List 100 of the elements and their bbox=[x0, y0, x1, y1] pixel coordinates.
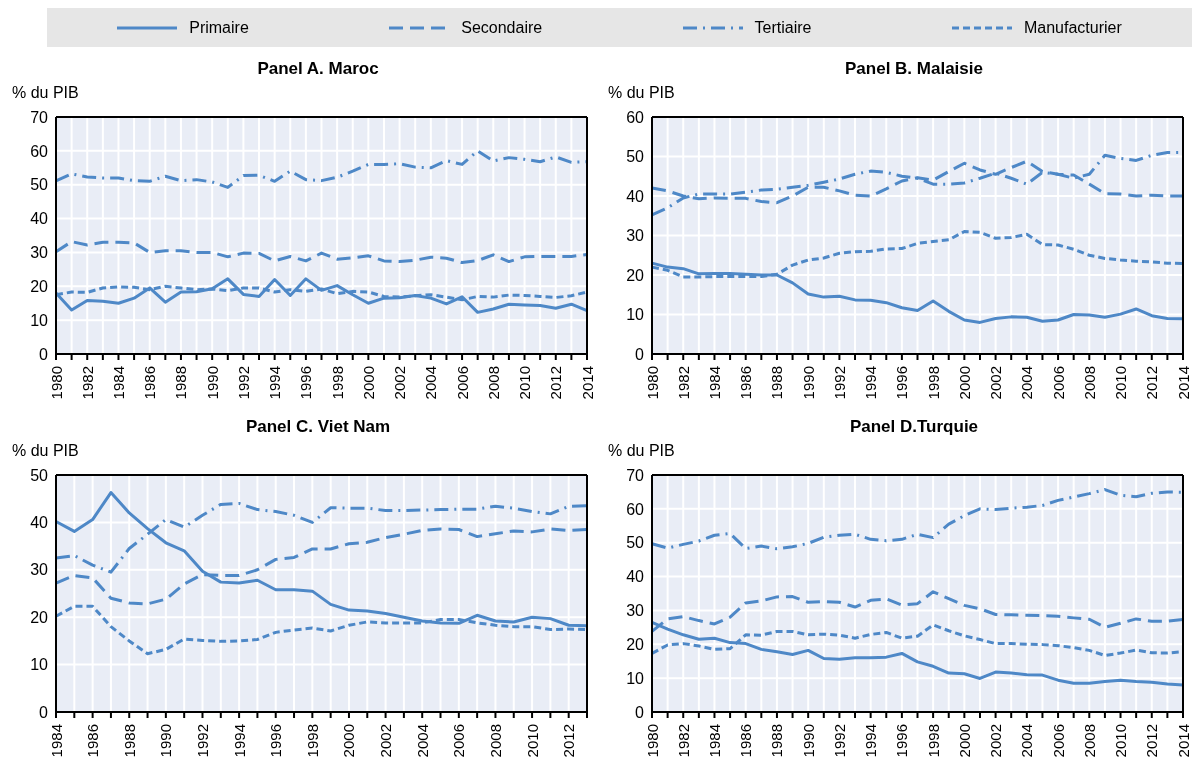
y-tick-label: 50 bbox=[30, 176, 49, 194]
x-tick-label: 1980 bbox=[47, 366, 65, 400]
y-tick-label: 20 bbox=[626, 635, 645, 653]
x-tick-label: 1984 bbox=[47, 724, 65, 758]
x-tick-label: 2010 bbox=[523, 724, 541, 758]
x-tick-label: 1998 bbox=[303, 724, 321, 758]
x-tick-label: 2006 bbox=[450, 724, 468, 758]
x-tick-label: 1992 bbox=[830, 724, 848, 758]
legend-label: Tertiaire bbox=[754, 18, 812, 37]
y-tick-label: 50 bbox=[626, 534, 645, 552]
x-tick-label: 1982 bbox=[674, 724, 692, 758]
x-tick-label: 2002 bbox=[987, 724, 1005, 758]
x-tick-label: 1988 bbox=[768, 366, 786, 400]
y-tick-label: 70 bbox=[626, 466, 645, 484]
y-tick-label: 10 bbox=[626, 669, 645, 687]
legend-label: Secondaire bbox=[461, 18, 543, 37]
y-tick-label: 30 bbox=[626, 227, 645, 245]
chart-title: Panel D.Turquie bbox=[848, 416, 980, 438]
x-tick-label: 2000 bbox=[359, 366, 377, 400]
y-tick-label: 30 bbox=[30, 244, 49, 262]
x-tick-label: 1992 bbox=[830, 366, 848, 400]
y-tick-label: 30 bbox=[30, 561, 49, 579]
y-tick-label: 20 bbox=[30, 277, 49, 295]
x-tick-label: 1986 bbox=[141, 366, 159, 400]
y-tick-label: 60 bbox=[626, 500, 645, 518]
x-tick-label: 2010 bbox=[516, 366, 534, 400]
x-tick-label: 1990 bbox=[203, 366, 221, 400]
y-tick-label: 40 bbox=[30, 514, 49, 532]
chart-title: Panel A. Maroc bbox=[256, 58, 380, 80]
x-tick-label: 1990 bbox=[799, 724, 817, 758]
x-tick-label: 1996 bbox=[297, 366, 315, 400]
x-tick-label: 1990 bbox=[157, 724, 175, 758]
y-axis-title: % du PIB bbox=[607, 442, 676, 461]
chart-title: Panel C. Viet Nam bbox=[244, 416, 392, 438]
x-tick-label: 1984 bbox=[705, 366, 723, 400]
x-tick-label: 1994 bbox=[862, 366, 880, 400]
x-tick-label: 2000 bbox=[955, 724, 973, 758]
x-tick-label: 1996 bbox=[893, 724, 911, 758]
y-tick-label: 60 bbox=[30, 142, 49, 160]
y-tick-label: 0 bbox=[39, 345, 49, 363]
y-tick-label: 50 bbox=[626, 148, 645, 166]
x-tick-label: 1996 bbox=[893, 366, 911, 400]
x-tick-label: 2008 bbox=[1080, 724, 1098, 758]
x-tick-label: 1998 bbox=[924, 724, 942, 758]
x-tick-label: 2002 bbox=[377, 724, 395, 758]
x-tick-label: 1992 bbox=[193, 724, 211, 758]
x-tick-label: 2004 bbox=[1018, 366, 1036, 400]
x-tick-label: 1986 bbox=[737, 724, 755, 758]
y-tick-label: 10 bbox=[30, 656, 49, 674]
x-tick-label: 2010 bbox=[1112, 366, 1130, 400]
x-tick-label: 2004 bbox=[1018, 724, 1036, 758]
x-tick-label: 1994 bbox=[230, 724, 248, 758]
x-tick-label: 2006 bbox=[1049, 724, 1067, 758]
x-tick-label: 1988 bbox=[768, 724, 786, 758]
y-axis-title: % du PIB bbox=[11, 442, 80, 461]
x-tick-label: 2012 bbox=[547, 366, 565, 400]
x-tick-label: 2000 bbox=[340, 724, 358, 758]
x-tick-label: 1990 bbox=[799, 366, 817, 400]
y-axis-title: % du PIB bbox=[607, 84, 676, 103]
x-tick-label: 1980 bbox=[643, 724, 661, 758]
y-tick-label: 0 bbox=[635, 345, 645, 363]
y-tick-label: 40 bbox=[626, 568, 645, 586]
x-tick-label: 1992 bbox=[234, 366, 252, 400]
y-tick-label: 60 bbox=[626, 108, 645, 126]
y-tick-label: 0 bbox=[39, 703, 49, 721]
x-tick-label: 2002 bbox=[391, 366, 409, 400]
x-tick-label: 1996 bbox=[267, 724, 285, 758]
x-tick-label: 2014 bbox=[1174, 724, 1192, 758]
y-tick-label: 30 bbox=[626, 602, 645, 620]
x-tick-label: 1984 bbox=[705, 724, 723, 758]
x-tick-label: 2000 bbox=[955, 366, 973, 400]
y-tick-label: 70 bbox=[30, 108, 49, 126]
y-axis-title: % du PIB bbox=[11, 84, 80, 103]
x-tick-label: 1998 bbox=[924, 366, 942, 400]
x-tick-label: 1980 bbox=[643, 366, 661, 400]
y-tick-label: 50 bbox=[30, 466, 49, 484]
x-tick-label: 2008 bbox=[484, 366, 502, 400]
x-tick-label: 2012 bbox=[560, 724, 578, 758]
x-tick-label: 1982 bbox=[674, 366, 692, 400]
legend-label: Primaire bbox=[189, 18, 249, 37]
x-tick-label: 2004 bbox=[422, 366, 440, 400]
y-tick-label: 0 bbox=[635, 703, 645, 721]
chart-title: Panel B. Malaisie bbox=[844, 58, 984, 80]
x-tick-label: 2008 bbox=[1080, 366, 1098, 400]
y-tick-label: 10 bbox=[30, 311, 49, 329]
x-tick-label: 2012 bbox=[1143, 724, 1161, 758]
x-tick-label: 2006 bbox=[1049, 366, 1067, 400]
x-tick-label: 1988 bbox=[120, 724, 138, 758]
y-tick-label: 20 bbox=[30, 608, 49, 626]
x-tick-label: 1994 bbox=[266, 366, 284, 400]
x-tick-label: 1998 bbox=[328, 366, 346, 400]
x-tick-label: 2012 bbox=[1143, 366, 1161, 400]
y-tick-label: 40 bbox=[30, 210, 49, 228]
x-tick-label: 2006 bbox=[453, 366, 471, 400]
x-tick-label: 1994 bbox=[862, 724, 880, 758]
y-tick-label: 20 bbox=[626, 266, 645, 284]
x-tick-label: 1982 bbox=[78, 366, 96, 400]
x-tick-label: 2014 bbox=[1174, 366, 1192, 400]
line-series bbox=[54, 149, 589, 189]
x-tick-label: 1986 bbox=[737, 366, 755, 400]
